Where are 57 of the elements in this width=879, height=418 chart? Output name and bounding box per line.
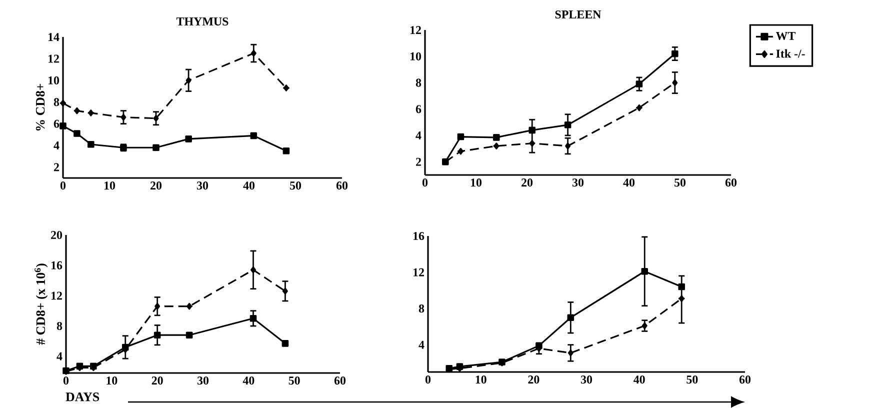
y-tick-label: 16 xyxy=(413,232,424,240)
x-tick-label: 60 xyxy=(334,376,346,385)
x-tick-label: 10 xyxy=(470,178,482,187)
y-tick-label: 14 xyxy=(48,33,60,41)
y-axis-title: % CD8+ xyxy=(36,84,45,131)
y-tick-label: 4 xyxy=(416,132,422,140)
y-tick-label: 10 xyxy=(410,52,422,60)
y-tick-label: 8 xyxy=(54,98,60,106)
y-tick-label: 6 xyxy=(416,105,422,114)
y-tick-label: 12 xyxy=(48,54,59,63)
x-tick-label: 60 xyxy=(739,376,751,384)
x-tick-label: 40 xyxy=(243,182,255,190)
x-tick-label: 30 xyxy=(197,376,209,385)
x-tick-label: 40 xyxy=(242,376,254,385)
y-tick-label: 4 xyxy=(418,340,424,349)
x-tick-label: 20 xyxy=(528,376,540,384)
legend-label: Itk -/- xyxy=(776,49,805,58)
x-tick-label: 0 xyxy=(422,178,428,187)
y-tick-label: 20 xyxy=(51,230,62,240)
y-tick-label: 4 xyxy=(54,142,60,150)
x-tick-label: 10 xyxy=(106,376,118,385)
x-tick-label: 0 xyxy=(63,376,69,385)
y-tick-label: 2 xyxy=(54,163,59,172)
chart-title: THYMUS xyxy=(176,17,228,26)
x-tick-label: 50 xyxy=(674,178,686,187)
x-tick-label: 30 xyxy=(196,182,208,190)
y-tick-label: 10 xyxy=(48,76,60,84)
y-tick-label: 12 xyxy=(51,292,62,300)
y-tick-label: 16 xyxy=(51,261,62,270)
x-tick-label: 10 xyxy=(104,182,116,190)
x-tick-label: 50 xyxy=(686,376,698,384)
x-tick-label: 30 xyxy=(572,178,584,187)
y-tick-label: 4 xyxy=(56,352,62,360)
x-tick-label: 30 xyxy=(580,376,592,384)
x-tick-label: 60 xyxy=(336,182,348,190)
y-tick-label: 12 xyxy=(413,268,424,276)
y-tick-label: 12 xyxy=(410,26,421,34)
chart-title: SPLEEN xyxy=(555,10,602,18)
y-axis-title: # CD8+ (x 10$^{6}$) xyxy=(34,264,48,345)
y-tick-label: 8 xyxy=(418,304,424,313)
y-tick-label: 8 xyxy=(56,322,62,330)
x-tick-label: 60 xyxy=(725,178,737,187)
x-tick-label: 10 xyxy=(476,376,486,384)
y-tick-label: 2 xyxy=(416,158,421,166)
y-tick-label: 6 xyxy=(54,120,60,128)
x-tick-label: 0 xyxy=(60,182,66,190)
y-tick-label: 8 xyxy=(416,78,422,87)
x-tick-label: 50 xyxy=(288,376,300,385)
x-tick-label: 20 xyxy=(522,178,533,187)
legend-label: WT xyxy=(776,32,796,40)
x-tick-label: 20 xyxy=(150,182,162,190)
x-tick-label: 40 xyxy=(623,178,635,187)
x-tick-label: 0 xyxy=(425,376,431,384)
x-axis-title: DAYS xyxy=(66,392,100,402)
x-tick-label: 50 xyxy=(290,182,302,190)
x-tick-label: 20 xyxy=(152,376,163,385)
x-tick-label: 40 xyxy=(634,376,645,384)
